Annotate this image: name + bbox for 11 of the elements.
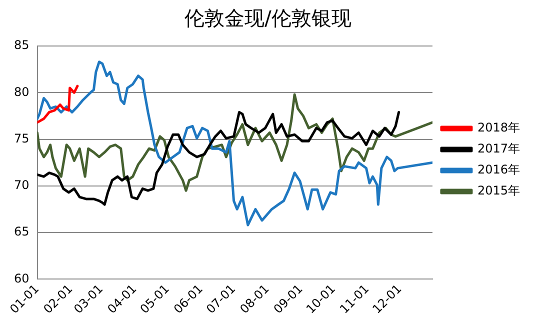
legend-label: 2016年: [477, 162, 520, 177]
y-tick-label: 70: [14, 178, 30, 192]
chart-title: 伦敦金现/伦敦银现: [184, 6, 352, 30]
y-tick-label: 85: [14, 38, 30, 52]
legend-label: 2017年: [477, 142, 520, 156]
y-tick-label: 65: [14, 224, 30, 239]
y-tick-label: 60: [14, 271, 30, 286]
legend-label: 2018年: [477, 120, 520, 135]
y-tick-label: 75: [14, 131, 30, 146]
legend-label: 2015年: [477, 184, 520, 198]
y-tick-label: 80: [14, 84, 30, 99]
